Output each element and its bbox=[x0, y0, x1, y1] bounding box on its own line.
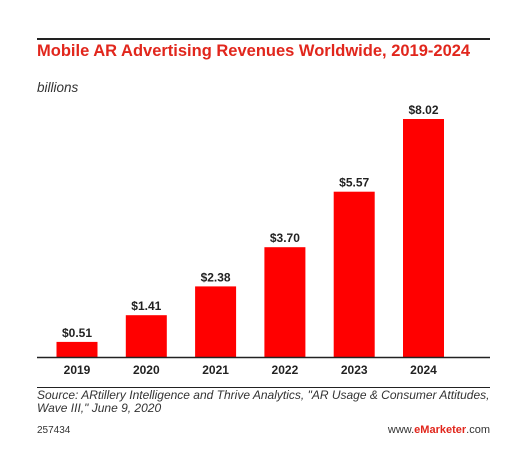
x-tick-2023: 2023 bbox=[341, 363, 368, 377]
value-label-2023: $5.57 bbox=[339, 176, 369, 190]
brand-url[interactable]: www.eMarketer.com bbox=[388, 424, 490, 436]
chart-id: 257434 bbox=[37, 425, 71, 436]
x-tick-2022: 2022 bbox=[272, 363, 299, 377]
x-tick-2019: 2019 bbox=[64, 363, 91, 377]
bar-2020 bbox=[125, 315, 167, 357]
brand-name: eMarketer bbox=[414, 424, 467, 436]
bar-2024 bbox=[403, 119, 444, 357]
value-label-2024: $8.02 bbox=[408, 103, 438, 117]
bar-2023 bbox=[333, 191, 375, 357]
bar-2021 bbox=[195, 286, 237, 357]
bar-2019 bbox=[56, 341, 98, 357]
source-note: Source: ARtillery Intelligence and Thriv… bbox=[37, 388, 490, 415]
brand-prefix: www. bbox=[387, 424, 415, 436]
x-tick-2020: 2020 bbox=[133, 363, 160, 377]
footer-rule bbox=[37, 387, 490, 388]
value-label-2022: $3.70 bbox=[270, 231, 300, 245]
x-tick-2024: 2024 bbox=[410, 363, 437, 377]
bar-2022 bbox=[264, 247, 306, 357]
top-rule bbox=[37, 38, 490, 40]
chart-title: Mobile AR Advertising Revenues Worldwide… bbox=[37, 42, 471, 60]
chart-subtitle: billions bbox=[37, 80, 79, 95]
value-label-2020: $1.41 bbox=[131, 299, 161, 313]
value-label-2021: $2.38 bbox=[201, 270, 231, 284]
brand-suffix: .com bbox=[466, 424, 490, 436]
value-label-2019: $0.51 bbox=[62, 326, 92, 340]
x-tick-2021: 2021 bbox=[202, 363, 229, 377]
